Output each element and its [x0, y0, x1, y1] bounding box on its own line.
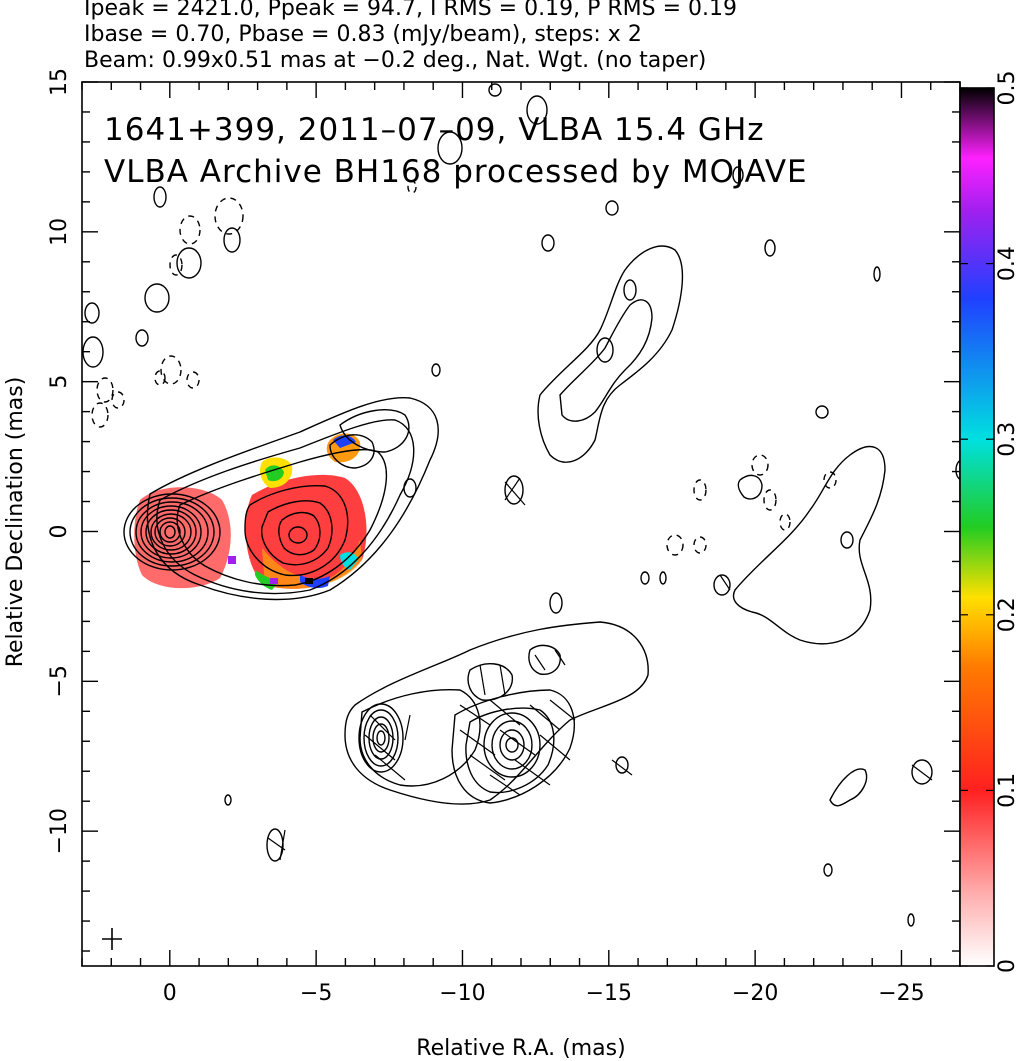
y-tick-label: −5 — [47, 665, 72, 697]
source-title: 1641+399, 2011–07–09, VLBA 15.4 GHz — [104, 112, 765, 148]
y-tick-label: 5 — [47, 375, 72, 389]
colorbar-tick-label: 0.3 — [995, 422, 1020, 457]
isolated-contours — [82, 83, 960, 927]
y-axis-ticks: −10 −5 0 5 10 15 — [47, 68, 960, 952]
eastern-filament-contours — [732, 445, 886, 645]
x-axis-ticks: 0 −5 −10 −15 −20 −25 — [81, 82, 961, 1006]
x-tick-label: −10 — [439, 981, 485, 1006]
colorbar-ticks: 0 0.1 0.2 0.3 0.4 0.5 — [960, 71, 1020, 973]
colorbar — [959, 87, 995, 967]
northern-filament-contours — [537, 245, 684, 463]
header-line-1: Ipeak = 2421.0, Ppeak = 94.7, I RMS = 0.… — [84, 0, 737, 21]
y-tick-label: −10 — [47, 808, 72, 854]
colorbar-tick-label: 0.2 — [995, 597, 1020, 632]
source-subtitle: VLBA Archive BH168 processed by MOJAVE — [104, 154, 808, 190]
x-tick-label: −5 — [300, 981, 332, 1006]
colorbar-tick-label: 0.1 — [995, 773, 1020, 808]
inner-jet-contours — [146, 397, 439, 601]
y-axis-title: Relative Declination (mas) — [3, 377, 28, 668]
polarization-vectors — [267, 477, 933, 861]
x-tick-label: 0 — [163, 981, 177, 1006]
y-tick-label: 10 — [47, 218, 72, 246]
beam-marker — [102, 928, 122, 950]
y-tick-label: 15 — [47, 68, 72, 96]
intensity-contours — [82, 83, 960, 927]
x-tick-label: −15 — [586, 981, 632, 1006]
southern-jet-contours — [344, 621, 649, 805]
colorbar-tick-label: 0.5 — [995, 71, 1020, 106]
header-line-2: Ibase = 0.70, Pbase = 0.83 (mJy/beam), s… — [84, 22, 642, 47]
colorbar-tick-label: 0.4 — [995, 246, 1020, 281]
x-axis-title: Relative R.A. (mas) — [416, 1036, 625, 1061]
x-tick-label: −25 — [878, 981, 924, 1006]
y-tick-label: 0 — [47, 524, 72, 538]
header-line-3: Beam: 0.99x0.51 mas at −0.2 deg., Nat. W… — [84, 48, 707, 73]
colorbar-tick-label: 0 — [995, 959, 1020, 973]
negative-contours — [91, 180, 837, 556]
x-tick-label: −20 — [732, 981, 778, 1006]
